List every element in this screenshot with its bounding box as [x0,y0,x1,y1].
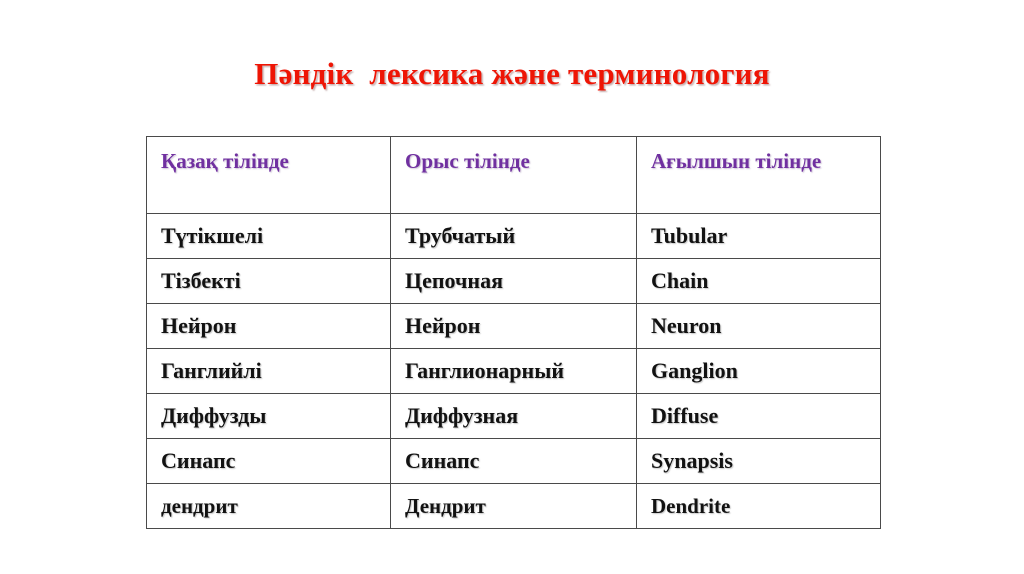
cell-kazakh: Тізбекті [146,258,391,304]
cell-kazakh: Нейрон [146,303,391,349]
cell-russian: Трубчатый [390,213,637,259]
table-body: Түтікшелі Трубчатый Tubular Тізбекті Цеп… [146,213,881,529]
cell-english: Synapsis [636,438,881,484]
cell-english: Chain [636,258,881,304]
table-row: Түтікшелі Трубчатый Tubular [146,213,881,259]
cell-russian: Диффузная [390,393,637,439]
cell-english: Dendrite [636,483,881,529]
terminology-table: Қазақ тілінде Орыс тілінде Ағылшын тілін… [146,136,881,529]
table-row: Тізбекті Цепочная Chain [146,258,881,304]
column-header-english: Ағылшын тілінде [636,136,881,214]
column-header-russian: Орыс тілінде [390,136,637,214]
cell-russian: Ганглионарный [390,348,637,394]
cell-kazakh: Ганглийлі [146,348,391,394]
cell-english: Ganglion [636,348,881,394]
table-row: Синапс Синапс Synapsis [146,438,881,484]
table-row: Ганглийлі Ганглионарный Ganglion [146,348,881,394]
cell-russian: Нейрон [390,303,637,349]
cell-russian: Цепочная [390,258,637,304]
cell-english: Neuron [636,303,881,349]
cell-kazakh: дендрит [146,483,391,529]
cell-kazakh: Түтікшелі [146,213,391,259]
table-row: Нейрон Нейрон Neuron [146,303,881,349]
column-header-kazakh: Қазақ тілінде [146,136,391,214]
cell-kazakh: Синапс [146,438,391,484]
page-title: Пәндік лексика және терминология [254,56,770,91]
table-header: Қазақ тілінде Орыс тілінде Ағылшын тілін… [146,136,881,214]
table-row: дендрит Дендрит Dendrite [146,483,881,529]
cell-russian: Дендрит [390,483,637,529]
cell-english: Diffuse [636,393,881,439]
table-header-row: Қазақ тілінде Орыс тілінде Ағылшын тілін… [146,136,881,214]
cell-english: Tubular [636,213,881,259]
cell-kazakh: Диффузды [146,393,391,439]
cell-russian: Синапс [390,438,637,484]
table-row: Диффузды Диффузная Diffuse [146,393,881,439]
